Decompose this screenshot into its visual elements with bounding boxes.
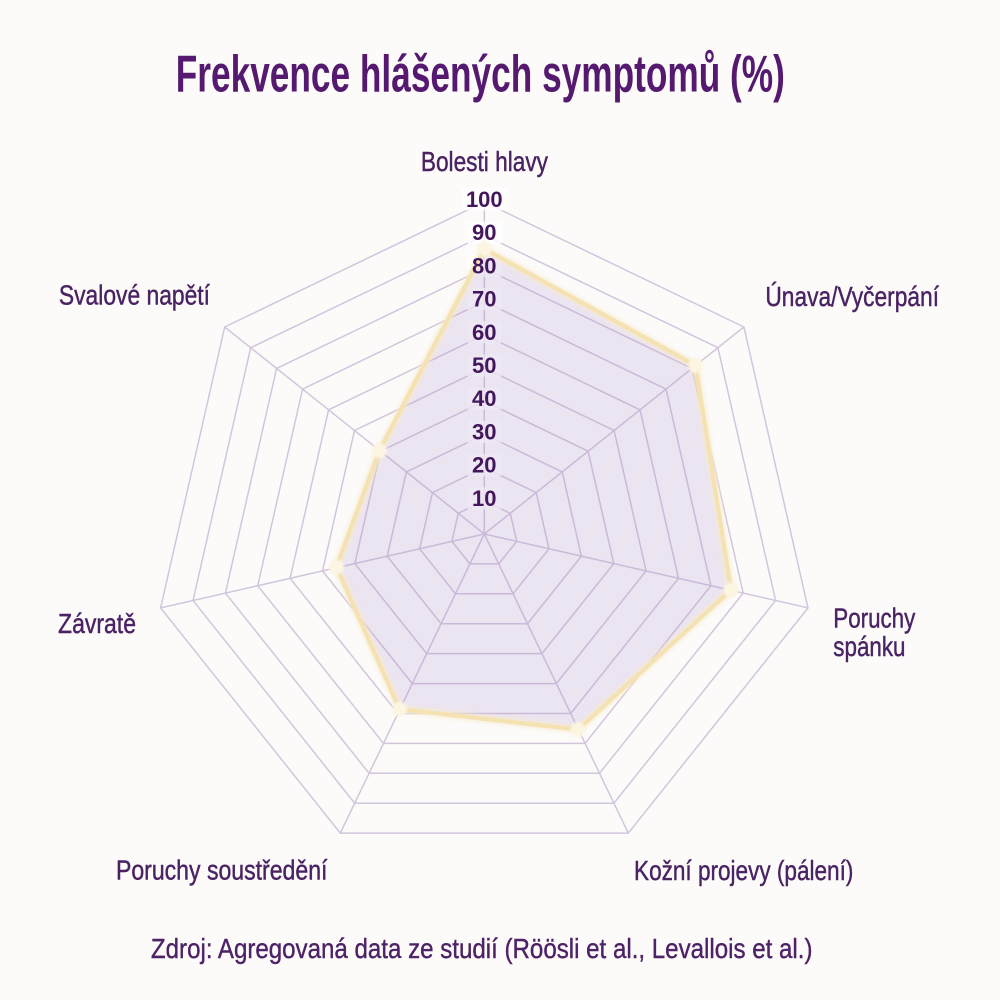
svg-text:20: 20 [472,453,496,478]
svg-text:40: 40 [472,386,496,411]
svg-text:100: 100 [466,187,503,212]
svg-text:Bolesti hlavy: Bolesti hlavy [421,147,548,178]
svg-text:30: 30 [472,419,496,444]
svg-text:Kožní projevy (pálení): Kožní projevy (pálení) [634,856,853,887]
svg-text:80: 80 [472,253,496,278]
svg-text:Závratě: Závratě [58,609,136,640]
svg-text:Frekvence hlášených symptomů (: Frekvence hlášených symptomů (%) [176,46,785,103]
svg-text:Poruchy soustředění: Poruchy soustředění [116,856,328,887]
svg-text:Svalové napětí: Svalové napětí [59,281,210,312]
svg-text:Poruchy: Poruchy [833,603,915,634]
svg-text:90: 90 [472,220,496,245]
svg-text:60: 60 [472,320,496,345]
svg-text:10: 10 [472,486,496,511]
svg-text:spánku: spánku [833,632,905,663]
svg-text:70: 70 [472,287,496,312]
svg-text:Únava/Vyčerpání: Únava/Vyčerpání [765,281,939,313]
svg-text:50: 50 [472,353,496,378]
svg-text:Zdroj: Agregovaná data ze stud: Zdroj: Agregovaná data ze studií (Röösli… [151,932,813,964]
